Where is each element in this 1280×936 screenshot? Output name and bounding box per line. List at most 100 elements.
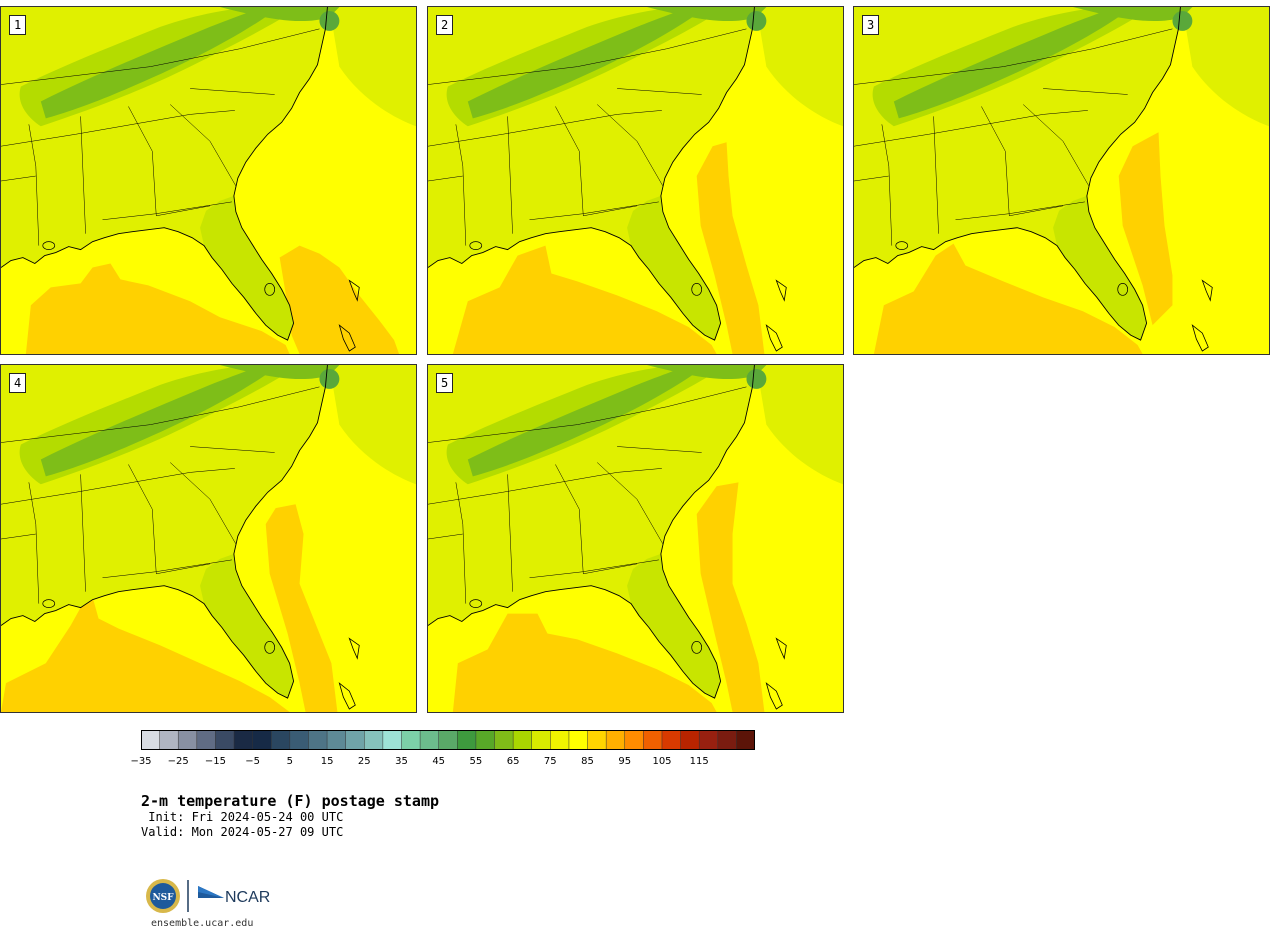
- warm-ocean-region-atlantic: [696, 482, 765, 712]
- panel-number-label: 5: [436, 373, 454, 393]
- colorbar-swatch: [141, 730, 161, 750]
- bahamas-island: [775, 637, 787, 660]
- nsf-logo: NSF: [146, 879, 180, 913]
- state-boundary: [128, 464, 211, 575]
- lake-okeechobee: [264, 283, 276, 296]
- bahamas-island: [1201, 279, 1213, 302]
- florida-interior: [200, 195, 294, 341]
- colorbar-tick-label: 35: [395, 756, 408, 767]
- temperature-map-5: [428, 365, 843, 712]
- colorbar-swatch: [457, 730, 477, 750]
- state-boundary: [981, 106, 1064, 217]
- state-boundary: [28, 482, 40, 604]
- florida-interior: [627, 195, 721, 341]
- colorbar-swatch: [717, 730, 737, 750]
- ensemble-member-panel-3: 3: [853, 6, 1270, 355]
- northeast-cool-zone: [1072, 7, 1193, 22]
- colorbar-swatch: [420, 730, 440, 750]
- bahamas-island: [348, 279, 360, 302]
- coastline: [1, 365, 328, 699]
- colorbar-swatch: [364, 730, 384, 750]
- florida-interior: [627, 553, 721, 699]
- lake-okeechobee: [691, 641, 703, 654]
- colorbar-tick-labels: −35 −25 −15 −5 5 15 25 35 45 55 65 75 85 95 105 115: [130, 756, 755, 770]
- bahamas-island: [348, 637, 360, 660]
- ensemble-member-panel-5: 5: [427, 364, 844, 713]
- lake-pontchartrain: [469, 599, 483, 608]
- northeast-cool-zone: [219, 7, 340, 22]
- state-boundary: [854, 110, 1088, 147]
- colorbar-swatch: [234, 730, 254, 750]
- state-boundary: [190, 88, 275, 95]
- colorbar-swatch: [215, 730, 235, 750]
- coldest-spot: [1172, 10, 1193, 31]
- state-boundary: [428, 533, 463, 540]
- state-boundary: [617, 88, 702, 95]
- ncar-logo: NCAR: [198, 886, 270, 906]
- state-boundary: [190, 446, 275, 453]
- state-boundary: [617, 446, 702, 453]
- colorbar-tick-label: −15: [204, 756, 226, 767]
- state-boundary: [933, 116, 939, 234]
- ensemble-member-panel-4: 4: [0, 364, 417, 713]
- colorbar-swatch: [661, 730, 682, 750]
- colorbar-swatch: [736, 730, 755, 750]
- temperature-map-1: [1, 7, 416, 354]
- bahamas-island: [765, 682, 783, 710]
- mountain-cold-zone: [467, 365, 707, 477]
- warm-ocean-region-atlantic: [265, 504, 338, 712]
- state-boundary: [80, 474, 86, 592]
- colorbar-tick-label: −25: [167, 756, 189, 767]
- warm-ocean-region-gulf: [1, 589, 290, 712]
- temperature-map-4: [1, 365, 416, 712]
- mountain-cold-zone: [467, 7, 707, 119]
- coldest-spot: [746, 368, 767, 389]
- state-boundary: [555, 106, 638, 217]
- warm-ocean-region-atlantic: [1118, 132, 1173, 326]
- state-boundary: [28, 124, 40, 246]
- colorbar-swatch: [624, 730, 644, 750]
- state-boundary: [1043, 88, 1128, 95]
- state-boundary: [428, 468, 662, 505]
- florida-interior: [1053, 195, 1147, 341]
- colorbar-tick-label: 55: [469, 756, 483, 767]
- colorbar-tick-label: −5: [245, 756, 260, 767]
- product-title: 2-m temperature (F) postage stamp: [141, 792, 440, 810]
- colorbar-swatch: [699, 730, 719, 750]
- colorbar-swatch: [196, 730, 216, 750]
- ensemble-member-panel-1: 1: [0, 6, 417, 355]
- colorbar-swatch: [271, 730, 291, 750]
- coldest-spot: [319, 368, 340, 389]
- colorbar-swatch: [568, 730, 589, 750]
- colorbar-swatch: [606, 730, 626, 750]
- lake-okeechobee: [691, 283, 703, 296]
- colorbar-tick-label: 65: [506, 756, 520, 767]
- state-boundary: [854, 175, 889, 182]
- sponsor-logos: NSF NCAR: [146, 879, 270, 913]
- ensemble-member-panel-2: 2: [427, 6, 844, 355]
- colorbar-swatch: [531, 730, 551, 750]
- colorbar-tick-label: 115: [689, 756, 709, 767]
- colorbar-swatch: [587, 730, 607, 750]
- state-boundary: [80, 116, 86, 234]
- state-boundary: [555, 464, 638, 575]
- colorbar-swatch: [680, 730, 700, 750]
- cool-ocean-region: [1182, 7, 1269, 127]
- colorbar-swatch: [252, 730, 272, 750]
- coldest-spot: [746, 10, 767, 31]
- lake-okeechobee: [264, 641, 276, 654]
- warm-ocean-region-atlantic: [696, 142, 765, 354]
- bahamas-island: [765, 324, 783, 352]
- state-boundary: [455, 124, 467, 246]
- panel-number-label: 1: [9, 15, 27, 35]
- colorbar-tick-label: 85: [581, 756, 594, 767]
- colorbar-swatch: [643, 730, 663, 750]
- temperature-map-3: [854, 7, 1269, 354]
- colorbar-swatch: [327, 730, 347, 750]
- state-boundary: [597, 104, 664, 187]
- coastline: [1, 7, 328, 341]
- state-boundary: [507, 474, 513, 592]
- northeast-cool-zone: [219, 365, 340, 380]
- mountain-cold-zone: [40, 7, 280, 119]
- colorbar-tick-label: 75: [543, 756, 557, 767]
